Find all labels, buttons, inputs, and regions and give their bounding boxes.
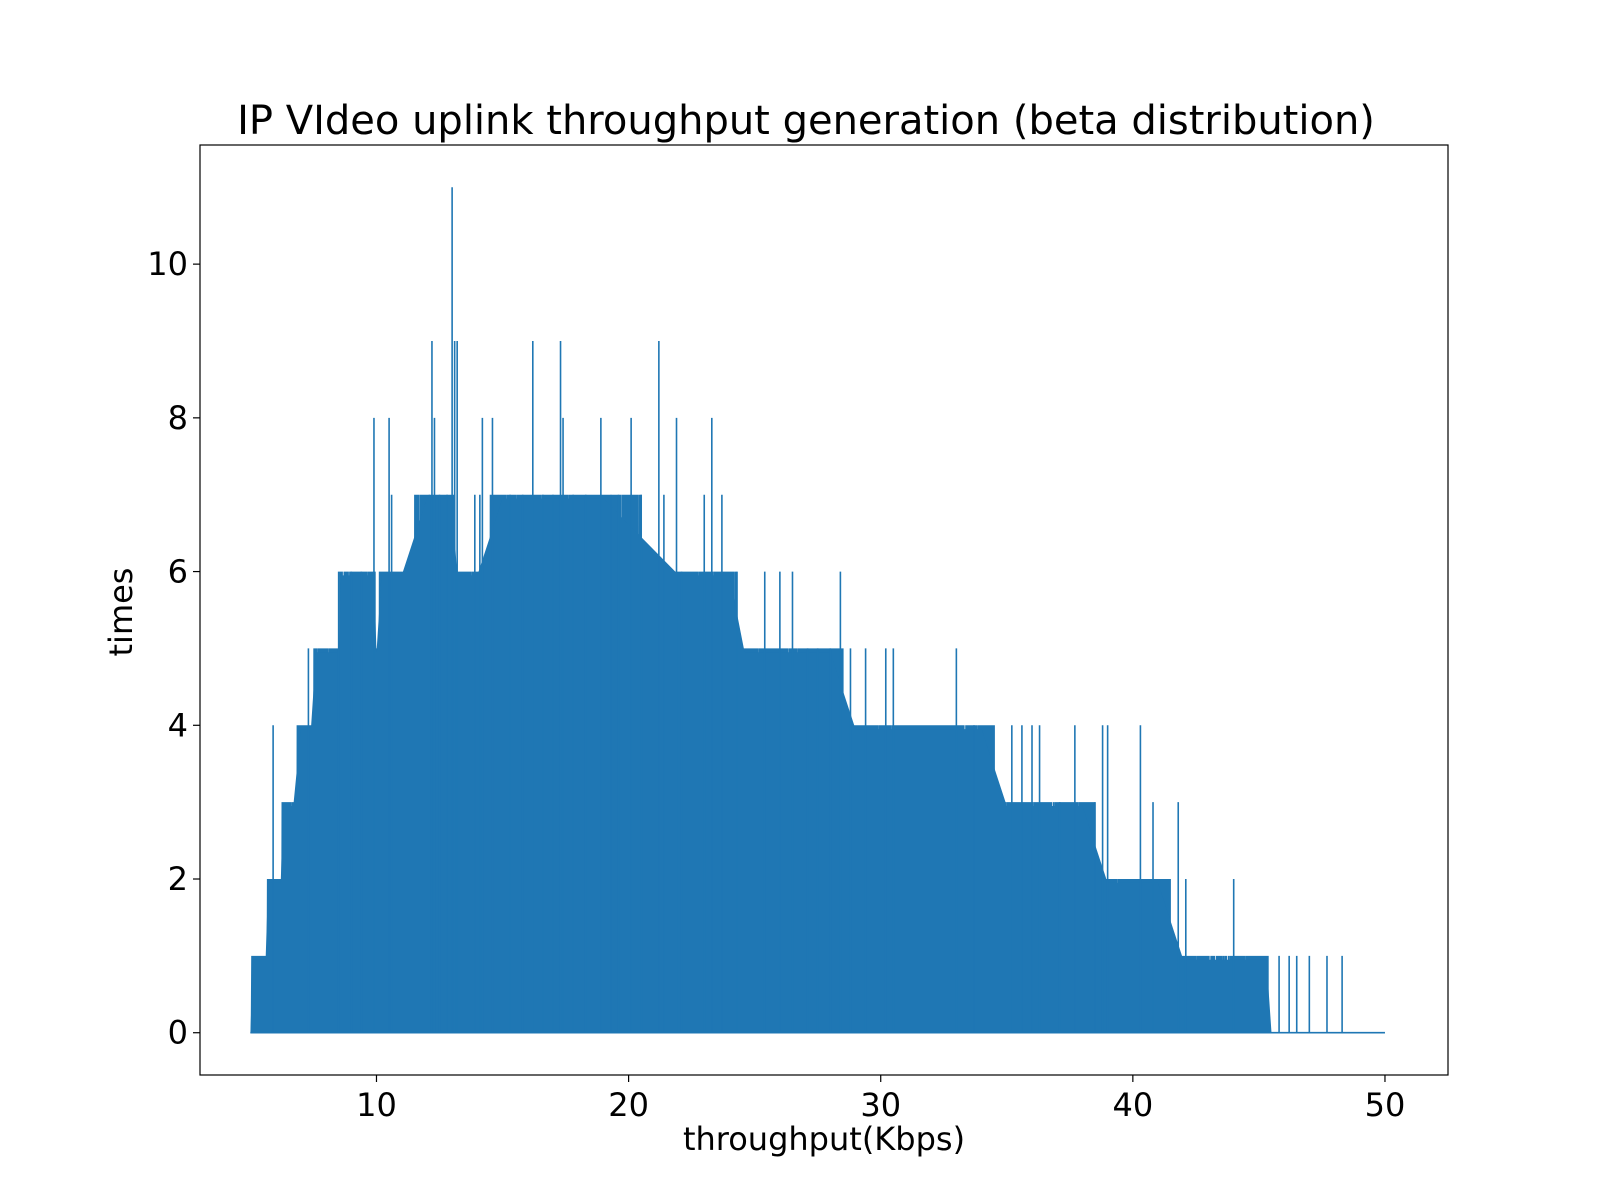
x-axis: 10 20 30 40 50 (356, 1075, 1405, 1124)
x-tick-label-2: 30 (860, 1086, 901, 1124)
plot-area (199, 144, 1449, 1076)
y-tick-label-2: 4 (168, 706, 188, 744)
y-tick-label-4: 8 (168, 399, 188, 437)
y-tick-label-3: 6 (168, 553, 188, 591)
y-tick-label-1: 2 (168, 860, 188, 898)
x-tick-label-4: 50 (1365, 1086, 1406, 1124)
x-tick-label-0: 10 (356, 1086, 397, 1124)
plot-frame (199, 144, 1449, 1076)
x-tick-label-1: 20 (608, 1086, 649, 1124)
y-tick-label-5: 10 (147, 245, 188, 283)
x-tick-label-3: 40 (1112, 1086, 1153, 1124)
y-axis-label: times (102, 568, 140, 657)
y-tick-label-0: 0 (168, 1014, 188, 1052)
y-axis: 0 2 4 6 8 10 (147, 245, 200, 1052)
chart-title: IP VIdeo uplink throughput generation (b… (237, 98, 1375, 144)
series-layer (250, 187, 1385, 1034)
x-axis-label: throughput(Kbps) (683, 1120, 965, 1158)
